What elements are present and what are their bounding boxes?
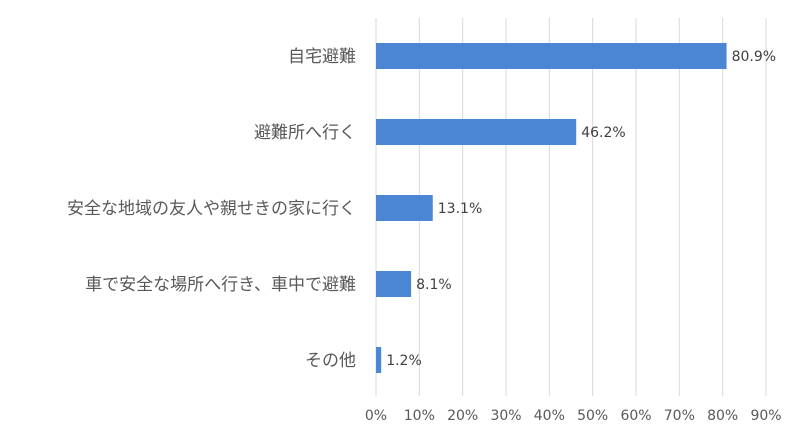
x-tick-label: 40%	[534, 408, 565, 424]
x-tick-labels: 0% 10% 20% 30% 40% 50% 60% 70% 80% 90%	[365, 408, 782, 424]
x-tick-label: 10%	[404, 408, 435, 424]
x-tick-label: 20%	[447, 408, 478, 424]
bar	[376, 195, 433, 221]
x-tick-label: 80%	[707, 408, 738, 424]
x-tick-label: 60%	[620, 408, 651, 424]
x-tick-label: 70%	[664, 408, 695, 424]
bar	[376, 271, 412, 297]
bar-series	[376, 43, 727, 373]
category-label: 自宅避難	[288, 47, 356, 67]
x-tick-label: 30%	[490, 408, 521, 424]
x-tick-label: 50%	[577, 408, 608, 424]
bar	[376, 43, 727, 69]
category-label: 車で安全な場所へ行き、車中で避難	[85, 275, 356, 295]
x-tick-label: 0%	[365, 408, 387, 424]
category-labels: 自宅避難避難所へ行く安全な地域の友人や親せきの家に行く車で安全な場所へ行き、車中…	[67, 47, 356, 371]
data-labels: 80.9% 46.2% 13.1% 8.1% 1.2%	[386, 49, 776, 369]
category-label: 避難所へ行く	[254, 123, 356, 143]
data-label: 1.2%	[386, 353, 422, 369]
gridlines	[375, 18, 767, 396]
data-label: 80.9%	[732, 49, 776, 65]
x-tick-label: 90%	[750, 408, 781, 424]
category-label: 安全な地域の友人や親せきの家に行く	[67, 199, 356, 219]
data-label: 13.1%	[438, 201, 482, 217]
bar	[376, 119, 577, 145]
data-label: 46.2%	[581, 125, 625, 141]
data-label: 8.1%	[416, 277, 452, 293]
bar	[376, 347, 382, 373]
category-label: その他	[305, 351, 356, 371]
